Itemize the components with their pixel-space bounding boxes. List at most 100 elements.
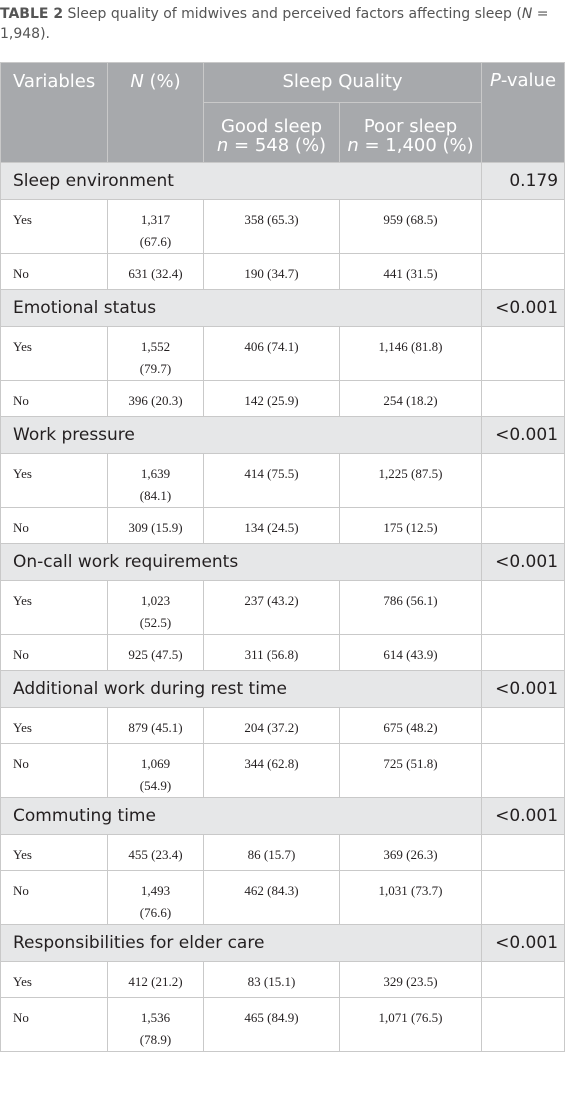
row-label: No	[0, 997, 108, 1052]
n-percent: 1,317 (67.6)	[107, 199, 204, 254]
data-row: Yes 1,317 (67.6) 358 (65.3) 959 (68.5)	[0, 199, 566, 254]
header-text: (%)	[143, 71, 181, 92]
data-row: Yes 412 (21.2) 83 (15.1) 329 (23.5)	[0, 961, 566, 998]
section-title: Emotional status	[0, 289, 483, 327]
header-cell: Variables	[0, 62, 108, 163]
data-row: Yes 1,023 (52.5) 237 (43.2) 786 (56.1)	[0, 580, 566, 635]
data-row: No 1,493 (76.6) 462 (84.3) 1,031 (73.7)	[0, 870, 566, 925]
n-percent: 412 (21.2)	[107, 961, 204, 998]
good-sleep: 86 (15.7)	[203, 834, 340, 871]
section-row: Emotional status <0.001	[0, 289, 566, 327]
good-sleep: 204 (37.2)	[203, 707, 340, 744]
data-row: No 1,536 (78.9) 465 (84.9) 1,071 (76.5)	[0, 997, 566, 1052]
n-percent: 925 (47.5)	[107, 634, 204, 671]
section-row: Commuting time <0.001	[0, 797, 566, 835]
data-row: Yes 455 (23.4) 86 (15.7) 369 (26.3)	[0, 834, 566, 871]
good-sleep: 237 (43.2)	[203, 580, 340, 635]
good-sleep: 465 (84.9)	[203, 997, 340, 1052]
section-title: Work pressure	[0, 416, 483, 454]
n-percent: 631 (32.4)	[107, 253, 204, 290]
header-text: P	[489, 70, 501, 91]
row-label: Yes	[0, 834, 108, 871]
row-label: No	[0, 870, 108, 925]
p-value: <0.001	[481, 797, 566, 835]
header-cell: P-value	[481, 62, 566, 163]
header-text: Variables	[13, 71, 96, 92]
section-row: Responsibilities for elder care <0.001	[0, 924, 566, 962]
empty-cell	[481, 834, 566, 871]
n-percent: 879 (45.1)	[107, 707, 204, 744]
p-value: <0.001	[481, 543, 566, 581]
n-percent: 1,023 (52.5)	[107, 580, 204, 635]
good-sleep: 190 (34.7)	[203, 253, 340, 290]
data-row: Yes 1,639 (84.1) 414 (75.5) 1,225 (87.5)	[0, 453, 566, 508]
good-sleep: 83 (15.1)	[203, 961, 340, 998]
row-label: No	[0, 253, 108, 290]
section-title: Sleep environment	[0, 162, 483, 200]
poor-sleep: 1,146 (81.8)	[338, 326, 483, 381]
good-sleep: 134 (24.5)	[203, 507, 340, 544]
n-percent: 309 (15.9)	[107, 507, 204, 544]
poor-sleep: 675 (48.2)	[338, 707, 483, 744]
poor-sleep: 175 (12.5)	[338, 507, 483, 544]
section-row: Sleep environment 0.179	[0, 162, 566, 200]
row-label: Yes	[0, 199, 108, 254]
row-label: No	[0, 743, 108, 798]
section-title: On-call work requirements	[0, 543, 483, 581]
empty-cell	[481, 870, 566, 925]
caption-text: = 1,948).	[0, 6, 549, 42]
row-label: Yes	[0, 326, 108, 381]
n-percent: 1,639 (84.1)	[107, 453, 204, 508]
empty-cell	[481, 580, 566, 635]
n-percent: 1,069 (54.9)	[107, 743, 204, 798]
good-sleep: 344 (62.8)	[203, 743, 340, 798]
section-title: Commuting time	[0, 797, 483, 835]
poor-sleep: 441 (31.5)	[338, 253, 483, 290]
p-value: <0.001	[481, 924, 566, 962]
header-text: -value	[500, 70, 557, 91]
row-label: Yes	[0, 453, 108, 508]
n-percent: 455 (23.4)	[107, 834, 204, 871]
empty-cell	[481, 326, 566, 381]
section-title: Additional work during rest time	[0, 670, 483, 708]
empty-cell	[481, 707, 566, 744]
data-row: No 396 (20.3) 142 (25.9) 254 (18.2)	[0, 380, 566, 417]
p-value: <0.001	[481, 416, 566, 454]
data-row: No 925 (47.5) 311 (56.8) 614 (43.9)	[0, 634, 566, 671]
poor-sleep: 786 (56.1)	[338, 580, 483, 635]
header-text: Poor sleep	[363, 116, 458, 137]
header-cell: Good sleep n = 548 (%)	[203, 102, 340, 163]
section-row: Work pressure <0.001	[0, 416, 566, 454]
header-text: n	[216, 135, 229, 156]
row-label: Yes	[0, 707, 108, 744]
data-row: No 1,069 (54.9) 344 (62.8) 725 (51.8)	[0, 743, 566, 798]
row-label: Yes	[0, 961, 108, 998]
poor-sleep: 329 (23.5)	[338, 961, 483, 998]
header-text: Good sleep	[220, 116, 323, 137]
header-text: = 548 (%)	[228, 135, 327, 156]
poor-sleep: 725 (51.8)	[338, 743, 483, 798]
n-percent: 1,493 (76.6)	[107, 870, 204, 925]
data-row: Yes 1,552 (79.7) 406 (74.1) 1,146 (81.8)	[0, 326, 566, 381]
header-text: N	[130, 71, 144, 92]
caption-text: Sleep quality of midwives and perceived …	[67, 6, 522, 22]
caption-n: N	[521, 6, 533, 22]
empty-cell	[481, 634, 566, 671]
header-cell: Sleep Quality	[202, 62, 483, 103]
good-sleep: 462 (84.3)	[203, 870, 340, 925]
row-label: No	[0, 507, 108, 544]
poor-sleep: 614 (43.9)	[338, 634, 483, 671]
p-value: <0.001	[481, 670, 566, 708]
row-label: No	[0, 380, 108, 417]
empty-cell	[481, 253, 566, 290]
empty-cell	[481, 380, 566, 417]
empty-cell	[481, 453, 566, 508]
n-percent: 396 (20.3)	[107, 380, 204, 417]
data-row: Yes 879 (45.1) 204 (37.2) 675 (48.2)	[0, 707, 566, 744]
header-cell: N (%)	[107, 62, 204, 163]
good-sleep: 414 (75.5)	[203, 453, 340, 508]
poor-sleep: 369 (26.3)	[338, 834, 483, 871]
p-value: 0.179	[481, 162, 566, 200]
table: Variables N (%) Sleep Quality P-value Go…	[0, 62, 566, 1052]
